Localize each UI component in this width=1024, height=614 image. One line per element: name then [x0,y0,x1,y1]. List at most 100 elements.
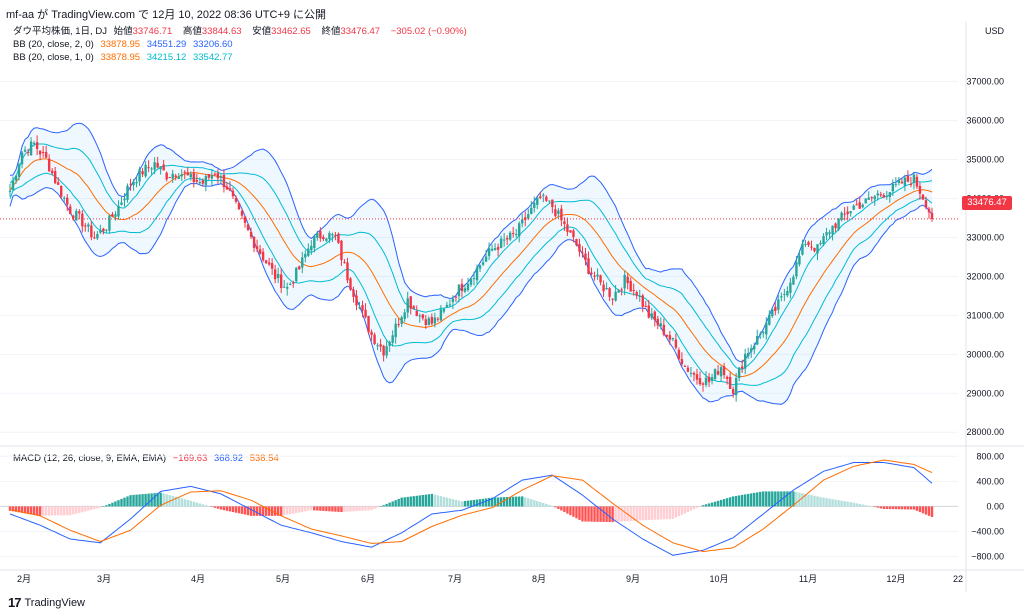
tradingview-logo[interactable]: 17 [8,595,22,610]
footer-brand[interactable]: TradingView [24,596,86,609]
macd-histogram-bar [545,503,548,507]
macd-histogram-bar [635,506,638,521]
macd-histogram-bar [210,506,214,507]
macd-histogram-bar [195,502,199,507]
symbol-title[interactable]: ダウ平均株価, 1日, DJ [13,26,107,37]
macd-histogram-bar [141,494,144,507]
candle-body [834,223,837,229]
macd-histogram-bar [421,495,424,507]
candle-body [641,295,644,307]
candle-body [900,181,904,184]
candle-body [747,353,750,357]
macd-histogram-bar [11,506,15,512]
bb-basis [9,158,933,378]
candle-body [930,212,934,219]
candle-body [343,262,346,264]
macd-histogram-bar [475,499,479,507]
candle-body [225,186,229,190]
candle-body [668,335,672,340]
macd-histogram-bar [99,506,102,508]
macd-histogram-bar [29,506,33,515]
candle-body [382,345,385,356]
macd-histogram-bar [599,506,602,522]
candle-body [228,188,232,191]
macd-histogram-bar [240,506,244,514]
candle-body [252,236,256,248]
candle-body [722,366,726,376]
candle-body [680,359,684,365]
macd-histogram-bar [50,506,54,516]
macd-histogram-bar [840,500,843,507]
macd-histogram-bar [165,494,168,507]
candle-body [289,283,292,285]
macd-histogram-bar [927,506,931,516]
macd-histogram-bar [514,496,518,507]
candle-body [298,266,301,270]
candle-body [430,316,434,324]
candle-body [855,204,858,206]
high-value: 33844.63 [201,26,242,37]
candle-body [828,232,831,234]
macd-histogram-bar [436,495,440,507]
candle-body [337,233,340,243]
candle-body [90,225,93,238]
candle-body [867,197,870,200]
macd-histogram-bar [903,506,907,510]
time-tick-label: 2月 [17,574,31,584]
macd-histogram-bar [292,506,295,514]
candle-body [147,167,150,169]
candle-body [171,173,174,179]
candle-body [656,318,660,326]
macd-histogram-bar [213,506,217,508]
macd-histogram-bar [90,506,93,510]
candle-body [406,298,409,313]
candle-body [659,323,663,326]
macd-histogram-bar [870,506,873,507]
macd-histogram-bar [81,506,84,513]
macd-histogram-bar [231,506,235,513]
macd-histogram-bar [451,499,455,507]
candle-body [418,315,421,317]
macd-histogram-bar [349,506,352,512]
macd-histogram-bar [276,506,280,516]
macd-histogram-bar [918,506,922,513]
candle-body [219,176,223,178]
macd-histogram-bar [310,506,313,511]
macd-histogram-bar [370,506,373,511]
candle-body [795,262,798,277]
macd-legend[interactable]: MACD (12, 26, close, 9, EMA, EMA) −169.6… [13,453,283,465]
price-tick-label: 35000.00 [966,155,1004,165]
candle-body [316,232,319,238]
candle-body [352,289,355,297]
candle-body [650,313,653,319]
macd-histogram-bar [490,497,494,507]
macd-histogram-bar [774,491,777,507]
bb1-legend[interactable]: BB (20, close, 2, 0) 33878.95 34551.29 3… [13,39,237,51]
time-tick-label: 9月 [626,574,640,584]
candle-body [750,348,753,352]
macd-histogram-bar [536,501,539,507]
candle-body [388,341,391,346]
candle-body [412,306,415,309]
candle-body [249,231,253,237]
macd-histogram-bar [716,500,720,507]
macd-histogram-bar [584,506,587,522]
candle-body [11,180,15,191]
price-tick-label: 33000.00 [966,232,1004,242]
time-tick-label: 10月 [709,574,728,584]
candle-body [623,274,626,289]
candle-body [487,248,491,256]
macd-histogram-bar [75,506,78,514]
last-price-tag: 33476.47 [962,196,1012,210]
bb2-basis: 33878.95 [100,52,141,63]
bb2-legend[interactable]: BB (20, close, 1, 0) 33878.95 34215.12 3… [13,52,237,64]
time-tick-label: 5月 [276,574,290,584]
macd-histogram-bar [852,502,855,507]
macd-histogram-bar [641,506,644,521]
macd-hist-value: −169.63 [172,453,208,464]
candle-body [8,190,12,192]
macd-histogram-bar [409,496,412,507]
candle-body [328,233,331,240]
candle-body [53,171,57,184]
